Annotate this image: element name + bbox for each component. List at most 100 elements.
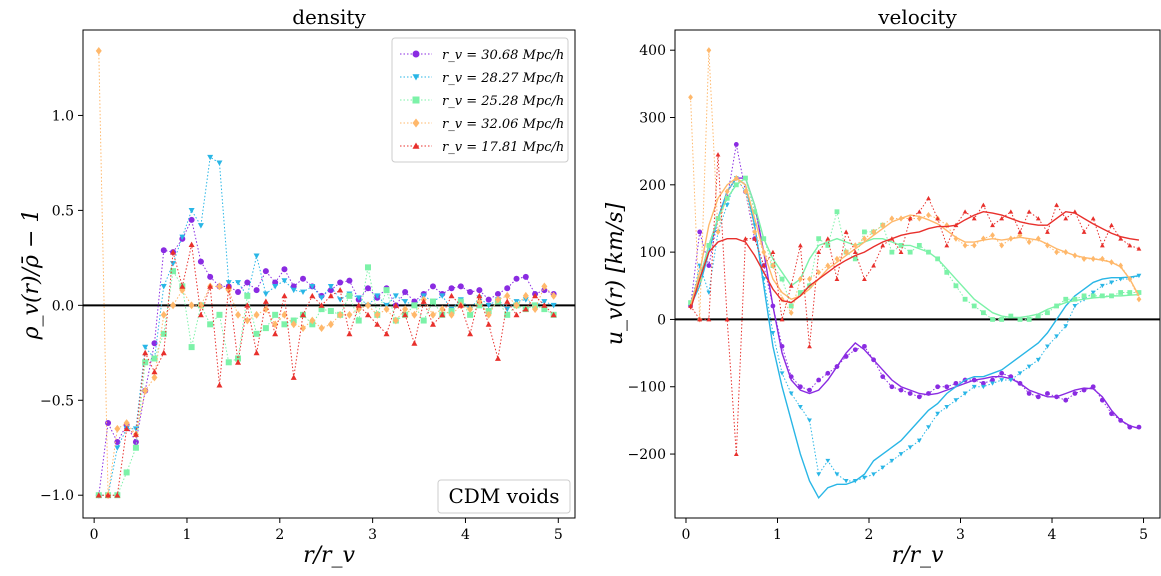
- data-point: [770, 249, 776, 255]
- data-point: [926, 249, 931, 255]
- data-point: [990, 232, 995, 239]
- data-point: [541, 282, 548, 291]
- data-point: [1035, 216, 1041, 221]
- data-point: [990, 317, 995, 322]
- data-point: [216, 382, 223, 388]
- data-point: [188, 216, 195, 223]
- legend: r_v = 30.68 Mpc/h r_v = 28.27 Mpc/h r_v = …: [391, 37, 569, 163]
- data-point: [1081, 293, 1087, 299]
- data-point: [253, 349, 260, 356]
- data-point: [871, 357, 876, 363]
- y-tick-label: 400: [639, 43, 666, 59]
- series-line: [98, 244, 555, 496]
- data-point: [990, 381, 995, 386]
- data-point: [439, 305, 446, 314]
- data-point: [1090, 293, 1096, 299]
- data-point: [944, 242, 950, 248]
- data-point: [999, 216, 1005, 221]
- data-point: [151, 368, 158, 375]
- data-point: [880, 374, 886, 380]
- data-point: [752, 236, 758, 241]
- data-point: [706, 263, 712, 268]
- data-point: [402, 289, 409, 296]
- data-point: [105, 492, 112, 498]
- data-point: [1045, 310, 1050, 316]
- data-point: [244, 302, 251, 308]
- data-point: [207, 321, 214, 328]
- data-point: [550, 302, 557, 309]
- series-5: [95, 241, 557, 498]
- data-point: [522, 306, 529, 312]
- y-tick-label: 200: [639, 178, 666, 194]
- data-point: [898, 249, 904, 255]
- data-point: [916, 394, 922, 400]
- data-point: [142, 386, 149, 395]
- data-point: [541, 306, 548, 313]
- data-point: [300, 289, 307, 296]
- data-point: [1136, 246, 1142, 251]
- data-point: [834, 364, 840, 369]
- data-point: [1008, 374, 1014, 380]
- data-point: [1081, 229, 1087, 234]
- data-point: [788, 391, 794, 396]
- data-point: [95, 492, 102, 498]
- data-point: [346, 277, 353, 284]
- data-point: [862, 276, 867, 281]
- data-point: [724, 188, 730, 195]
- data-point: [871, 472, 876, 477]
- data-point: [907, 216, 913, 221]
- data-point: [880, 222, 886, 229]
- data-point: [871, 263, 876, 268]
- data-point: [513, 311, 520, 318]
- data-point: [439, 293, 446, 299]
- data-point: [944, 222, 950, 229]
- data-point: [770, 303, 776, 309]
- data-point: [1109, 222, 1114, 228]
- y-tick-label: 300: [639, 111, 666, 127]
- data-point: [898, 387, 904, 393]
- smooth-line: [689, 177, 1140, 500]
- data-point: [1026, 238, 1032, 246]
- data-point: [825, 236, 831, 241]
- data-point: [216, 160, 223, 166]
- data-point: [522, 273, 529, 280]
- data-point: [688, 303, 693, 308]
- data-point: [706, 317, 712, 322]
- data-point: [1099, 255, 1105, 262]
- data-point: [1045, 344, 1050, 349]
- data-point: [504, 298, 511, 304]
- plot-frame: [82, 29, 576, 519]
- data-point: [281, 266, 288, 273]
- data-point: [272, 283, 279, 290]
- data-point: [550, 291, 557, 300]
- data-point: [898, 452, 904, 457]
- data-point: [834, 472, 840, 477]
- data-point: [281, 278, 288, 284]
- data-point: [485, 310, 492, 319]
- data-point: [953, 222, 959, 228]
- data-point: [244, 292, 251, 299]
- data-point: [188, 241, 195, 247]
- data-point: [188, 344, 195, 351]
- data-point: [1072, 209, 1078, 214]
- data-point: [1127, 424, 1133, 430]
- data-point: [1118, 418, 1124, 423]
- data-point: [779, 276, 785, 282]
- data-point: [467, 311, 474, 318]
- data-point: [216, 311, 223, 318]
- data-point: [262, 325, 269, 332]
- data-point: [1045, 242, 1050, 249]
- velocity-panel: 0 1 2 3 4 5 −200 −100 0 100 200 300 400 velocity r/r_v…: [603, 5, 1161, 568]
- data-point: [843, 354, 849, 359]
- data-point: [1017, 371, 1023, 376]
- data-point: [1072, 296, 1078, 302]
- series-line: [98, 156, 554, 496]
- data-point: [355, 302, 362, 308]
- legend-marker: [412, 142, 420, 149]
- data-point: [1063, 249, 1069, 256]
- data-point: [374, 310, 381, 319]
- data-point: [1063, 397, 1069, 403]
- data-point: [962, 296, 968, 302]
- data-point: [392, 293, 399, 299]
- data-point: [733, 182, 739, 188]
